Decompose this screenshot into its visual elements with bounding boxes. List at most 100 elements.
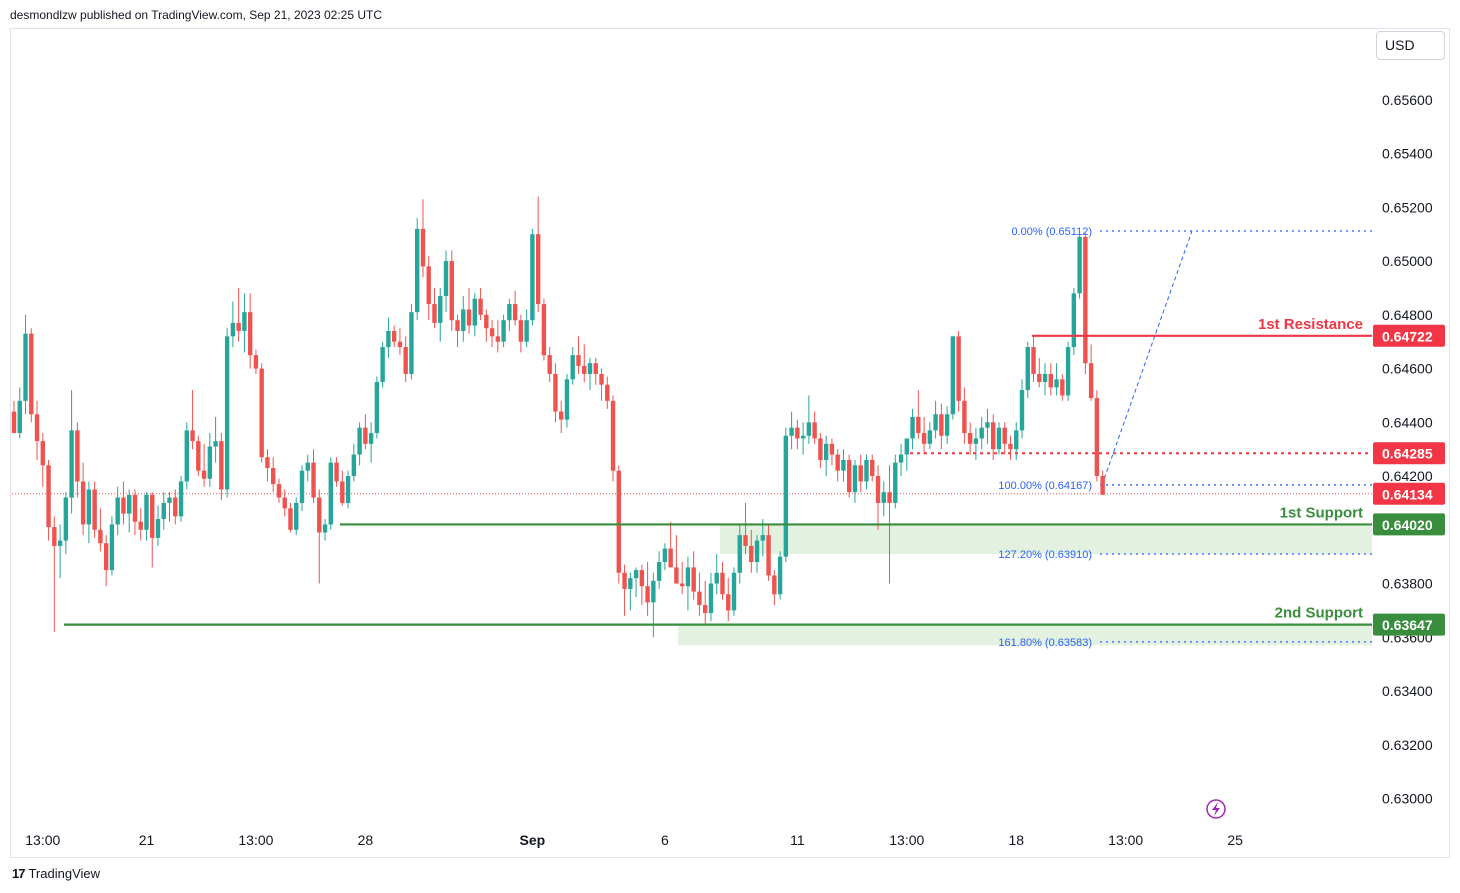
publisher-text: desmondlzw published on TradingView.com,… (10, 8, 383, 22)
candle-body (633, 570, 639, 579)
candle-body (979, 427, 984, 439)
price-tag (1373, 613, 1445, 636)
candle-body (835, 454, 840, 471)
candle-body (184, 430, 189, 482)
candle-body (893, 462, 898, 503)
candle-body (1008, 443, 1013, 450)
candle-body (800, 435, 806, 439)
candle-body (75, 430, 80, 482)
candle-body (1100, 476, 1105, 495)
candle-body (305, 462, 310, 471)
candle-body (150, 494, 155, 538)
x-tick-label: 21 (139, 832, 155, 848)
candle-body (605, 384, 610, 401)
candle-body (708, 583, 714, 614)
candle-body (230, 322, 236, 337)
candle-body (57, 540, 63, 546)
candle-body (726, 594, 731, 611)
candle-body (599, 373, 604, 385)
candle-body (438, 296, 443, 323)
currency-button[interactable]: USD (1376, 31, 1445, 60)
candle-body (449, 261, 454, 321)
y-tick-label: 0.65600 (1382, 92, 1433, 108)
tradingview-logo[interactable]: 17 TradingView (12, 866, 100, 881)
candle-body (484, 314, 489, 329)
x-tick-label: 13:00 (238, 832, 273, 848)
candle-body (616, 470, 621, 573)
candle-body (622, 572, 627, 589)
candle-body (772, 575, 777, 595)
candle-body (478, 298, 483, 315)
price-tag-label: 0.64020 (1382, 517, 1433, 533)
candle-body (766, 535, 771, 576)
candle-body (944, 414, 950, 436)
support-zone (678, 624, 1372, 646)
candle-body (697, 591, 702, 606)
candle-body (582, 365, 587, 374)
lightning-bolt-icon (1212, 802, 1220, 816)
candle-body (340, 481, 345, 503)
candle-body (98, 529, 103, 544)
fib-level-label: 161.80% (0.63583) (998, 637, 1092, 649)
candle-body (593, 363, 598, 374)
x-tick-label: 11 (790, 832, 805, 848)
x-tick-label: 28 (358, 832, 374, 848)
candle-body (1060, 379, 1065, 396)
candle-body (40, 441, 45, 466)
candle-body (1037, 373, 1042, 383)
candle-body (679, 583, 685, 587)
candle-body (271, 467, 276, 485)
candle-body (507, 304, 512, 321)
candle-body (691, 567, 696, 592)
candle-body (628, 578, 633, 589)
candle-body (397, 341, 403, 348)
candle-body (1083, 236, 1088, 364)
candle-body (651, 580, 656, 603)
candle-body (916, 416, 921, 434)
y-tick-label: 0.63800 (1382, 576, 1433, 592)
candle-body (962, 400, 967, 434)
candle-body (731, 572, 737, 611)
candle-body (86, 489, 92, 525)
candle-body (52, 527, 57, 546)
candle-body (299, 470, 305, 503)
y-tick-label: 0.63000 (1382, 791, 1433, 807)
candle-body (841, 459, 846, 471)
candle-body (806, 422, 812, 436)
candle-body (1042, 373, 1048, 383)
candle-body (409, 312, 414, 374)
candle-body (127, 494, 132, 514)
candle-body (547, 355, 552, 374)
candle-body (92, 489, 97, 530)
candle-body (196, 441, 201, 471)
candle-body (374, 382, 380, 434)
candle-body (518, 320, 524, 342)
candle-body (380, 347, 385, 383)
candle-body (1025, 347, 1030, 391)
candle-body (553, 373, 558, 412)
candle-body (415, 228, 420, 313)
candle-body (63, 497, 69, 541)
candle-body (23, 333, 28, 401)
candle-body (34, 414, 40, 442)
candle-body (887, 492, 892, 503)
candle-body (345, 476, 351, 503)
candle-body (161, 502, 166, 520)
candle-body (294, 502, 299, 530)
lightning-icon (1206, 799, 1226, 819)
candle-body (317, 497, 322, 533)
candle-body (662, 548, 668, 563)
candle-body (432, 304, 437, 323)
candle-body (11, 411, 17, 434)
candle-body (991, 422, 996, 450)
candle-body (144, 494, 149, 530)
candle-body (426, 266, 431, 305)
candle-body (495, 336, 501, 342)
candle-body (512, 304, 518, 321)
price-tag (1373, 324, 1445, 347)
candle-body (858, 465, 863, 482)
candle-body (213, 441, 218, 447)
candle-body (760, 535, 765, 541)
candle-body (219, 441, 224, 490)
